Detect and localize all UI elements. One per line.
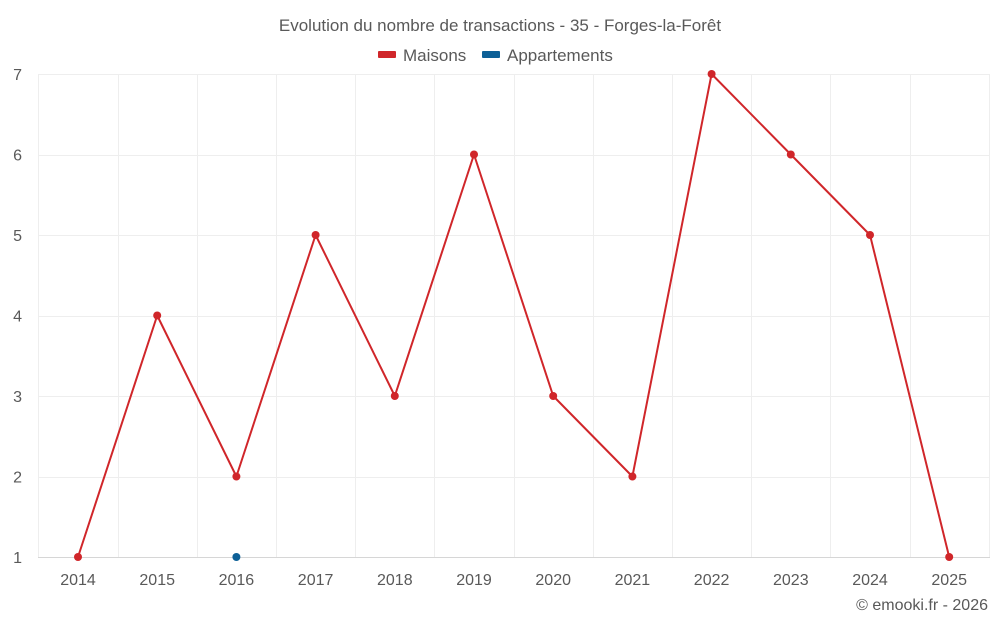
y-tick-label: 1 (13, 550, 22, 567)
legend[interactable]: Maisons Appartements (378, 46, 613, 65)
data-point-maisons (311, 231, 320, 239)
y-tick-label: 7 (13, 67, 22, 84)
x-tick-label: 2017 (298, 572, 334, 589)
x-tick-label: 2021 (615, 572, 651, 589)
data-point-maisons (232, 472, 241, 481)
y-tick-label: 2 (13, 470, 22, 487)
x-tick-label: 2016 (219, 572, 255, 589)
data-point-maisons (74, 553, 82, 561)
y-tick-label: 3 (13, 389, 22, 406)
series-appartements (232, 553, 241, 561)
data-point-maisons (707, 70, 716, 78)
y-axis-ticks: 1 2 3 4 5 6 7 (13, 67, 22, 567)
y-gridlines (38, 74, 990, 478)
x-tick-label: 2024 (852, 572, 888, 589)
x-tick-label: 2019 (456, 572, 492, 589)
chart-title: Evolution du nombre de transactions - 35… (279, 16, 721, 35)
data-point-appartements (232, 553, 241, 561)
data-point-maisons (866, 231, 874, 239)
data-point-maisons (549, 392, 558, 400)
legend-item-maisons[interactable]: Maisons (378, 46, 466, 65)
legend-swatch-appartements (482, 51, 500, 58)
legend-label-maisons: Maisons (403, 46, 466, 65)
x-tick-label: 2023 (773, 572, 809, 589)
data-point-maisons (945, 553, 954, 561)
x-tick-label: 2020 (535, 572, 571, 589)
x-tick-label: 2018 (377, 572, 413, 589)
legend-swatch-maisons (378, 51, 396, 58)
data-point-maisons (153, 311, 162, 320)
credit-text: © emooki.fr - 2026 (856, 597, 988, 614)
series-line-maisons (77, 73, 951, 558)
legend-label-appartements: Appartements (507, 46, 613, 65)
data-point-maisons (470, 150, 478, 159)
legend-item-appartements[interactable]: Appartements (482, 46, 613, 65)
x-tick-label: 2015 (139, 572, 175, 589)
x-gridlines (38, 74, 990, 557)
data-point-maisons (390, 392, 399, 400)
y-tick-label: 6 (13, 148, 22, 165)
y-tick-label: 5 (13, 228, 22, 245)
data-point-maisons (628, 472, 637, 481)
series-layer (74, 70, 954, 561)
y-tick-label: 4 (13, 309, 22, 326)
series-maisons (74, 70, 954, 561)
data-point-maisons (786, 150, 795, 159)
x-axis-ticks: 2014 2015 2016 2017 2018 2019 2020 2021 2022 2023… (60, 572, 967, 589)
x-tick-label: 2014 (60, 572, 96, 589)
x-tick-label: 2025 (931, 572, 967, 589)
x-tick-label: 2022 (694, 572, 730, 589)
